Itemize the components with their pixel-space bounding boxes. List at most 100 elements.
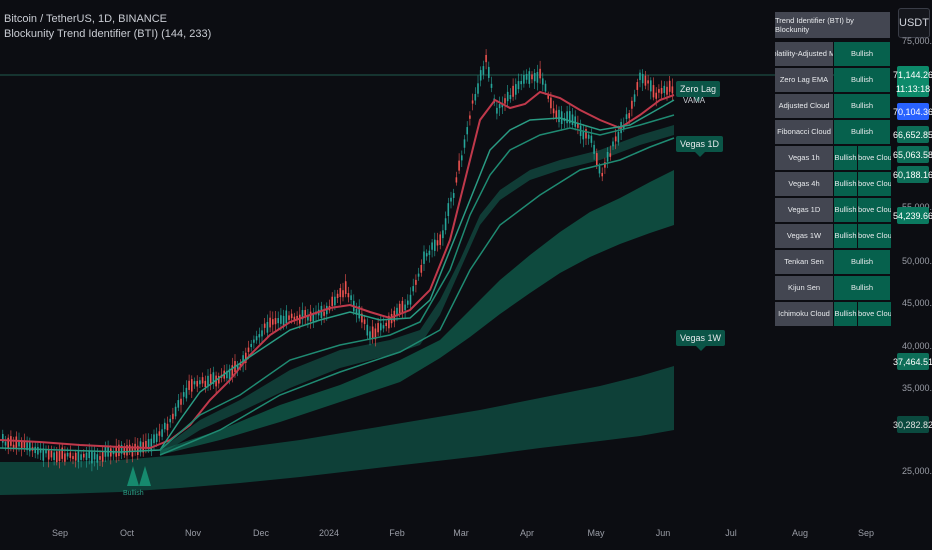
trend-value: Bullish	[834, 302, 857, 326]
candle-body	[137, 445, 139, 455]
candle-body	[339, 288, 342, 297]
price-tick-label: 50,000.00	[902, 256, 932, 266]
candle-body	[47, 449, 50, 460]
candle-body	[550, 97, 552, 109]
candle-body	[577, 123, 579, 128]
trend-value: Bullish	[834, 68, 890, 92]
candle-body	[280, 315, 282, 324]
candle-body	[45, 450, 47, 454]
candle-body	[331, 296, 333, 306]
candle-body	[533, 72, 536, 82]
candle-body	[423, 251, 425, 264]
candle-body	[574, 116, 576, 127]
candle-body	[371, 326, 374, 338]
candle-body	[542, 78, 544, 85]
candle-body	[479, 70, 482, 81]
candle-body	[218, 375, 220, 384]
candle-body	[463, 139, 466, 148]
indicator-name: Vegas 1W	[775, 224, 833, 248]
candle-body	[15, 436, 18, 450]
indicator-name: Fibonacci Cloud	[775, 120, 833, 144]
candle-body	[428, 250, 431, 255]
indicator-title[interactable]: Blockunity Trend Identifier (BTI) (144, …	[4, 28, 212, 40]
candle-body	[177, 400, 180, 408]
time-tick-label: May	[587, 528, 605, 538]
candle-body	[555, 110, 558, 119]
bullish-marker-label: Bullish	[123, 490, 144, 497]
trend-table: Trend Identifier (BTI) by Blockunity Vol…	[775, 12, 891, 328]
candle-body	[147, 439, 150, 450]
candle-body	[444, 218, 447, 231]
trend-value: Bullish	[834, 250, 890, 274]
time-tick-label: 2024	[318, 528, 340, 538]
price-label-partial-top: 75,000.00	[902, 36, 932, 46]
candle-body	[101, 451, 104, 462]
trend-value: Bullish	[834, 120, 890, 144]
candle-body	[552, 108, 555, 114]
table-row: Adjusted Cloud Bullish	[775, 94, 891, 118]
candle-body	[99, 456, 101, 460]
price-tag: 11:13:18	[896, 80, 930, 97]
candle-body	[525, 73, 528, 80]
candle-body	[566, 111, 568, 124]
candle-body	[290, 313, 293, 319]
candle-body	[668, 80, 671, 92]
indicator-name: Vegas 1h	[775, 146, 833, 170]
candle-body	[404, 304, 406, 311]
candle-body	[164, 422, 166, 430]
candle-body	[628, 113, 630, 119]
candle-body	[266, 322, 269, 333]
candle-body	[512, 85, 514, 97]
candle-body	[363, 319, 366, 324]
candle-body	[517, 81, 520, 90]
candle-body	[412, 286, 414, 292]
currency-button[interactable]: USDT	[898, 8, 930, 38]
candle-body	[172, 413, 174, 420]
candle-body	[126, 445, 128, 456]
candle-body	[37, 447, 39, 455]
candle-body	[590, 135, 593, 143]
candle-body	[282, 315, 285, 327]
candle-body	[544, 83, 547, 92]
time-tick-label: Jul	[725, 528, 737, 538]
time-tick-label: Sep	[51, 528, 69, 538]
candle-body	[547, 95, 549, 99]
fib-cloud-line	[159, 137, 675, 456]
price-chart[interactable]	[0, 0, 890, 520]
candle-body	[342, 290, 344, 298]
candle-body	[72, 456, 74, 460]
candle-body	[34, 446, 36, 454]
candle-body	[182, 392, 185, 397]
symbol-title[interactable]: Bitcoin / TetherUS, 1D, BINANCE	[4, 13, 168, 25]
candle-body	[69, 452, 72, 458]
table-row: Vegas 1WBullishAbove Cloud	[775, 224, 891, 248]
vegas-1d-cloud	[160, 170, 674, 455]
candle-body	[452, 193, 455, 198]
candle-body	[434, 239, 436, 251]
candle-body	[598, 166, 601, 174]
vegas-1d-label: Vegas 1D	[676, 136, 724, 157]
zero-lag-line	[0, 99, 675, 453]
candle-body	[293, 316, 296, 321]
candle-body	[398, 303, 401, 314]
candle-body	[498, 104, 501, 109]
candle-body	[255, 336, 258, 341]
candle-body	[180, 398, 182, 405]
table-row: Fibonacci Cloud Bullish	[775, 120, 891, 144]
vegas-1w-label: Vegas 1W	[676, 330, 726, 351]
vegas-1d-ema	[159, 114, 675, 451]
candle-body	[304, 310, 306, 318]
candle-body	[261, 330, 263, 337]
candle-body	[666, 86, 668, 95]
candle-body	[66, 452, 69, 457]
price-tag: 54,239.66	[893, 207, 932, 224]
table-row: Kijun Sen Bullish	[775, 276, 891, 300]
candle-body	[596, 153, 598, 166]
time-tick-label: Sep	[857, 528, 875, 538]
price-tick-label: 45,000.00	[902, 298, 932, 308]
candle-body	[633, 94, 636, 102]
candle-body	[231, 365, 234, 378]
time-tick-label: Apr	[519, 528, 535, 538]
cloud-position: Above Cloud	[858, 224, 891, 248]
